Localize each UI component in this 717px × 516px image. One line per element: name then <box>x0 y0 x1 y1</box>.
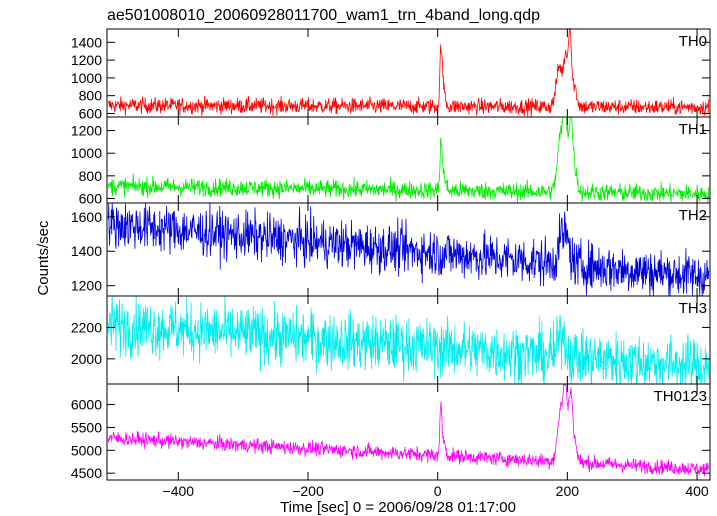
y-tick-label: 600 <box>79 190 103 206</box>
series-label-th0123: TH0123 <box>654 388 707 405</box>
x-tick-label: −200 <box>292 483 324 499</box>
y-tick-label: 1200 <box>71 123 102 139</box>
y-tick-label: 4500 <box>71 465 102 481</box>
series-label-th3: TH3 <box>679 300 707 317</box>
y-tick-label: 1000 <box>71 145 102 161</box>
series-line-th0 <box>107 27 710 117</box>
y-tick-label: 800 <box>79 168 103 184</box>
y-tick-label: 2000 <box>71 351 102 367</box>
series-label-th2: TH2 <box>679 207 707 224</box>
y-tick-label: 600 <box>79 105 103 121</box>
x-axis-label: Time [sec] 0 = 2006/09/28 01:17:00 <box>280 499 516 516</box>
y-tick-label: 5500 <box>71 419 102 435</box>
y-tick-label: 1400 <box>71 243 102 259</box>
series-line-th3 <box>107 295 710 385</box>
y-tick-label: 1000 <box>71 70 102 86</box>
series-label-th0: TH0 <box>679 33 707 50</box>
series-label-th1: TH1 <box>679 121 707 138</box>
x-tick-label: 200 <box>556 483 580 499</box>
y-tick-label: 1200 <box>71 52 102 68</box>
y-tick-label: 1200 <box>71 278 102 294</box>
x-tick-label: −400 <box>163 483 195 499</box>
chart-title: ae501008010_20060928011700_wam1_trn_4ban… <box>107 7 540 24</box>
series-line-th2 <box>107 202 710 297</box>
y-tick-label: 1600 <box>71 209 102 225</box>
y-tick-label: 2200 <box>71 319 102 335</box>
series-line-th1 <box>107 116 710 204</box>
panel-frame-th0123 <box>106 383 711 481</box>
y-tick-label: 5000 <box>71 442 102 458</box>
series-line-th0123 <box>107 383 710 477</box>
x-tick-label: 400 <box>685 483 709 499</box>
y-tick-label: 1400 <box>71 34 102 50</box>
x-tick-label: 0 <box>434 483 442 499</box>
y-tick-label: 800 <box>79 88 103 104</box>
y-axis-label: Counts/sec <box>35 220 52 296</box>
y-tick-label: 6000 <box>71 397 102 413</box>
